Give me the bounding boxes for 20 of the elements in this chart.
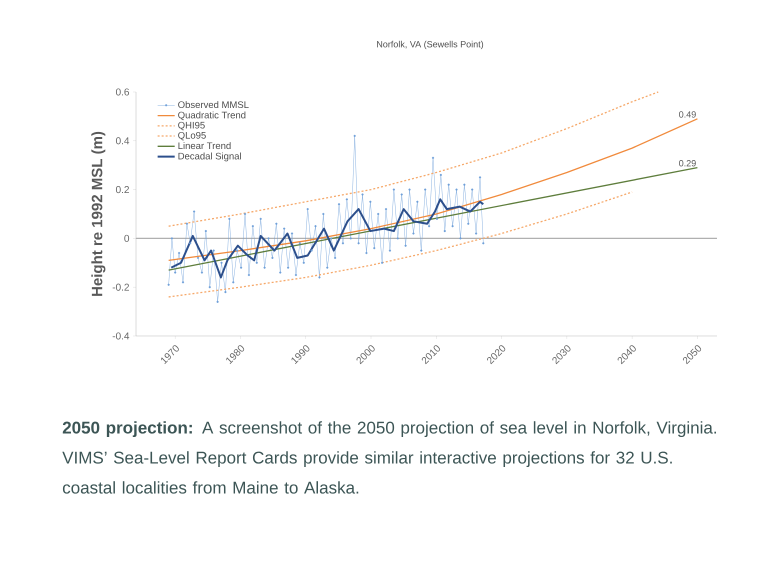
- y-tick-label: 0.6: [116, 88, 130, 96]
- legend-label: Decadal Signal: [178, 152, 241, 162]
- text: 2050 projection: A screenshot of the 2050 projection of sea level in Norfolk, Virginia. VIMS’ Sea-Level Report Cards provide similar interactive projections for 32 U.S. coastal localities from Maine to Alaska.: [62, 421, 716, 494]
- legend-label: Quadratic Trend: [178, 111, 246, 120]
- y-tick-label: -0.2: [112, 284, 129, 291]
- annotation: 0.49: [679, 111, 696, 118]
- legend-label: Observed MMSL: [178, 101, 249, 108]
- y-axis-title: Height re 1992 MSL (m): [91, 132, 106, 296]
- annotation: 0.29: [679, 160, 696, 166]
- y-tick-label: 0.2: [116, 186, 129, 194]
- line-series: [168, 91, 659, 227]
- legend-label: Linear Trend: [178, 142, 231, 150]
- y-tick-label: -0.4: [112, 332, 130, 340]
- line-series: [170, 198, 484, 278]
- y-tick-label: 0: [124, 234, 130, 242]
- chart-title: Norfolk, VA (Sewells Point): [377, 40, 484, 50]
- legend-label: QHI95: [178, 122, 205, 130]
- y-tick-label: 0.4: [116, 137, 130, 144]
- line-series: [168, 191, 633, 298]
- legend-label: QLo95: [178, 132, 206, 140]
